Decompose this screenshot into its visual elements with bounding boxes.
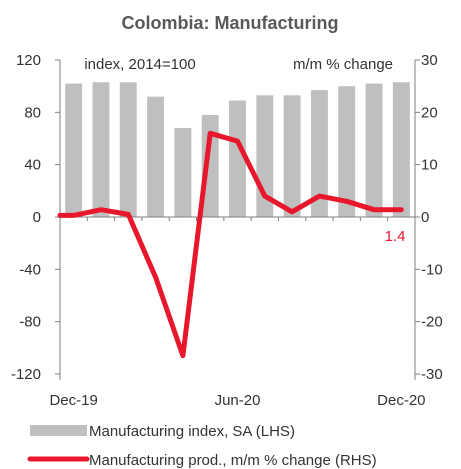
- left-axis-label: index, 2014=100: [84, 56, 195, 73]
- right-tick-label: -10: [421, 261, 443, 278]
- bar: [119, 82, 137, 217]
- bar: [229, 100, 246, 217]
- right-axis-label: m/m % change: [293, 56, 393, 73]
- right-tick-label: 0: [421, 209, 429, 226]
- left-tick-label: 80: [24, 104, 41, 121]
- legend-line-label: Manufacturing prod., m/m % change (RHS): [89, 452, 377, 469]
- legend-bar-label: Manufacturing index, SA (LHS): [89, 423, 295, 440]
- right-tick-label: -30: [421, 366, 443, 383]
- x-tick-label: Dec-20: [377, 392, 425, 409]
- left-tick-label: 0: [33, 209, 41, 226]
- x-tick-label: Jun-20: [215, 392, 261, 409]
- line-layer: [57, 130, 404, 359]
- left-tick-label: 120: [16, 52, 41, 69]
- legend: Manufacturing index, SA (LHS) Manufactur…: [27, 423, 377, 469]
- left-tick-label: -120: [11, 366, 41, 383]
- bar: [174, 128, 192, 217]
- legend-bar-swatch: [30, 425, 87, 436]
- bar: [201, 114, 219, 217]
- bar: [310, 90, 328, 217]
- bar: [92, 82, 110, 217]
- left-tick-label: -80: [19, 314, 41, 331]
- bar: [365, 83, 383, 217]
- bar: [283, 95, 301, 217]
- right-tick-label: 30: [421, 52, 438, 69]
- bars-layer: [65, 82, 410, 218]
- bar: [147, 96, 165, 217]
- left-tick-label: 40: [24, 157, 41, 174]
- right-tick-label: 20: [421, 104, 438, 121]
- left-tick-label: -40: [19, 261, 41, 278]
- chart-title: Colombia: Manufacturing: [122, 13, 339, 33]
- bar: [392, 82, 410, 217]
- line-series-path: [57, 130, 404, 359]
- x-tick-label: Dec-19: [49, 392, 97, 409]
- axes-layer: 120 80 40 0 -40 -80 -120 30 20 10 0 -10 -20 -30 Dec-19…: [11, 52, 443, 409]
- right-tick-label: 10: [421, 157, 438, 174]
- bar: [65, 83, 83, 217]
- annotation-label: 1.4: [385, 228, 406, 245]
- right-tick-label: -20: [421, 314, 443, 331]
- bar: [338, 86, 356, 218]
